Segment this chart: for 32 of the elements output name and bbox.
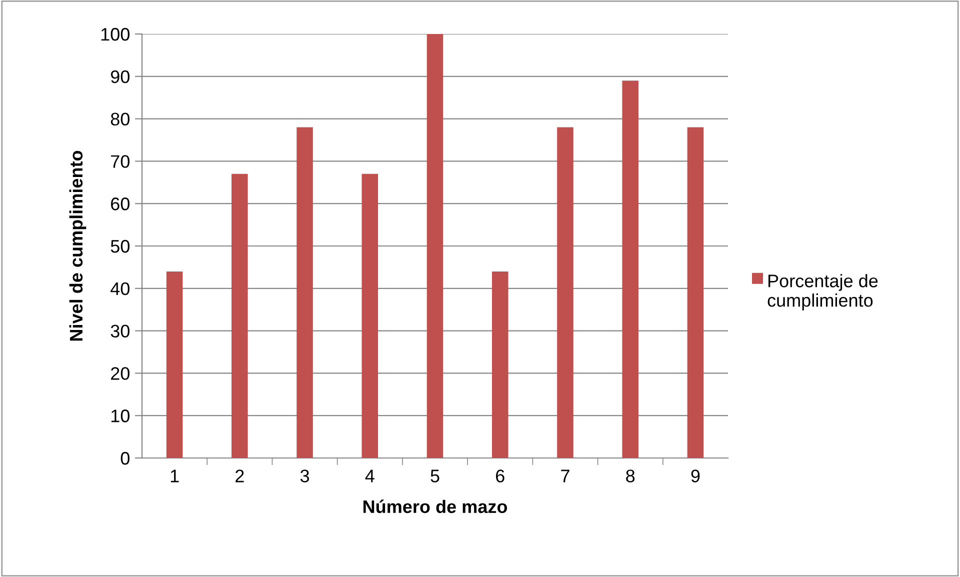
x-tick-label: 7 bbox=[561, 470, 570, 482]
y-tick-label: 70 bbox=[111, 155, 130, 168]
bar bbox=[622, 80, 638, 458]
y-tick-label: 80 bbox=[110, 112, 130, 126]
y-tick-label: 40 bbox=[110, 282, 130, 296]
bar bbox=[232, 174, 248, 458]
bar bbox=[296, 127, 313, 458]
bar bbox=[362, 174, 378, 458]
bar bbox=[557, 127, 574, 458]
x-axis-title: Número de mazo bbox=[363, 500, 508, 514]
x-tick-label: 1 bbox=[170, 470, 179, 482]
x-tick-label: 6 bbox=[496, 470, 504, 482]
y-tick-label: 50 bbox=[110, 240, 130, 253]
bar bbox=[166, 271, 183, 458]
y-tick-label: 90 bbox=[110, 70, 130, 84]
y-tick-label: 0 bbox=[120, 452, 130, 465]
x-tick-label: 2 bbox=[236, 470, 244, 482]
y-tick-label: 30 bbox=[110, 324, 130, 338]
x-tick-label: 3 bbox=[300, 470, 310, 482]
legend-label: Porcentaje de cumplimiento bbox=[768, 274, 878, 310]
y-tick-label: 20 bbox=[111, 367, 130, 380]
x-tick-label: 5 bbox=[430, 470, 440, 482]
y-tick-label: 100 bbox=[101, 28, 130, 41]
bar bbox=[426, 34, 444, 458]
x-tick-label: 4 bbox=[365, 470, 374, 482]
y-axis-title: Nivel de cumplimiento bbox=[69, 150, 86, 341]
bar bbox=[687, 127, 704, 458]
y-tick-label: 60 bbox=[111, 198, 130, 210]
x-tick-label: 8 bbox=[626, 470, 635, 482]
y-tick-label: 10 bbox=[111, 410, 130, 422]
x-tick-label: 9 bbox=[691, 470, 700, 482]
bar bbox=[492, 271, 508, 458]
